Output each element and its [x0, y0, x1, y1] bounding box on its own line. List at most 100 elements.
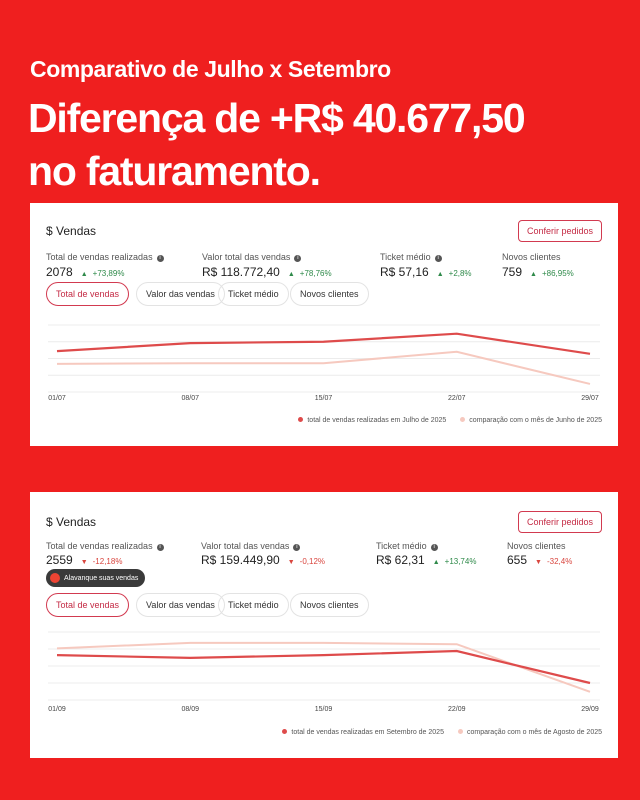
info-icon: i	[430, 544, 438, 551]
headline: no faturamento.	[28, 148, 321, 194]
x-tick-label: 01/07	[48, 395, 66, 402]
metric-number: 759	[502, 265, 523, 279]
series-line	[56, 350, 591, 385]
metric-change: ▼ -0,12%	[288, 557, 325, 566]
legend-dot	[460, 417, 466, 422]
change-text: -32,4%	[546, 557, 573, 566]
legend-dot	[457, 729, 463, 734]
change-text: +73,89%	[92, 269, 125, 278]
badge-icon	[50, 573, 60, 583]
metric-value: 2078 ▲ +73,89%	[46, 265, 124, 279]
info-icon: i	[156, 544, 164, 551]
metric-label-text: Total de vendas realizadas	[46, 541, 153, 551]
metric-value: 655 ▼ -32,4%	[507, 553, 572, 567]
metric-label: Total de vendas realizadas i	[46, 541, 164, 551]
headline: Diferença de +R$ 40.677,50	[28, 95, 526, 141]
series-line	[56, 332, 591, 355]
change-text: +86,95%	[541, 269, 574, 278]
tab[interactable]: Novos clientes	[290, 593, 369, 617]
metric-change: ▲ +73,89%	[81, 269, 125, 278]
metric-label: Valor total das vendas i	[202, 252, 302, 262]
badge: Alavanque suas vendas	[46, 569, 146, 587]
legend: total de vendas realizadas em Julho de 2…	[284, 417, 602, 424]
line-chart: 01/07 08/07 15/07 22/07 29/07	[48, 324, 600, 402]
x-tick-label: 22/07	[448, 395, 466, 402]
change-text: +2,8%	[448, 269, 472, 278]
change-text: -0,12%	[299, 557, 326, 566]
tab[interactable]: Ticket médio	[218, 282, 289, 306]
x-tick-label: 08/07	[181, 395, 199, 402]
trend-arrow: ▲	[80, 271, 88, 278]
metric-label: Valor total das vendas i	[201, 541, 301, 551]
x-tick-label: 15/09	[315, 706, 333, 713]
info-icon: i	[434, 255, 442, 262]
metric-number: R$ 159.449,90	[201, 553, 280, 567]
legend-label: comparação com o mês de Junho de 2025	[469, 417, 602, 424]
subtitle: Comparativo de Julho x Setembro	[30, 56, 391, 82]
orders-button[interactable]: Conferir pedidos	[517, 511, 602, 533]
x-tick-label: 15/07	[315, 395, 333, 402]
metric-value: R$ 159.449,90 ▼ -0,12%	[201, 553, 325, 567]
metric-label: Ticket médio i	[380, 252, 442, 262]
x-tick-label: 01/09	[48, 706, 66, 713]
metric-label-text: Total de vendas realizadas	[46, 252, 153, 262]
tab[interactable]: Total de vendas	[46, 282, 130, 306]
metric-label-text: Ticket médio	[380, 252, 431, 262]
series-line	[56, 649, 591, 685]
metric-label: Novos clientes	[507, 541, 566, 551]
metric-change: ▲ +2,8%	[437, 269, 472, 278]
change-text: +13,74%	[444, 557, 477, 566]
metric-label: Total de vendas realizadas i	[46, 252, 164, 262]
metric-value: R$ 62,31 ▲ +13,74%	[376, 553, 476, 567]
metric-change: ▼ -32,4%	[535, 557, 572, 566]
trend-arrow: ▲	[530, 271, 537, 278]
metric-number: R$ 118.772,40	[202, 265, 280, 279]
x-tick-label: 08/09	[181, 706, 199, 713]
badge-text: Alavanque suas vendas	[64, 574, 139, 582]
metric-label-text: Ticket médio	[376, 541, 427, 551]
x-tick-label: 22/09	[448, 706, 466, 713]
metric-label: Ticket médio i	[376, 541, 438, 551]
metric-label-text: Novos clientes	[502, 252, 561, 262]
metric-value: 759 ▲ +86,95%	[502, 265, 574, 279]
metric-number: R$ 62,31	[376, 553, 425, 567]
metric-label: Novos clientes	[502, 252, 561, 262]
metric-label-text: Valor total das vendas	[202, 252, 291, 262]
metric-change: ▲ +78,76%	[288, 269, 332, 278]
legend-dot	[298, 417, 304, 422]
metric-value: R$ 118.772,40 ▲ +78,76%	[202, 265, 332, 279]
trend-arrow: ▼	[535, 559, 542, 566]
tab[interactable]: Ticket médio	[218, 593, 289, 617]
x-tick-label: 29/07	[581, 395, 599, 402]
series-line	[56, 641, 591, 693]
metric-label-text: Novos clientes	[507, 541, 566, 551]
metric-number: 2559	[46, 553, 73, 567]
metric-change: ▲ +13,74%	[433, 557, 477, 566]
metric-number: 655	[507, 553, 528, 567]
orders-button[interactable]: Conferir pedidos	[517, 220, 602, 242]
legend-dot	[282, 729, 288, 734]
change-text: -12,18%	[92, 557, 123, 566]
legend: total de vendas realizadas em Setembro d…	[268, 729, 602, 736]
legend-label: comparação com o mês de Agosto de 2025	[466, 729, 602, 736]
metric-change: ▼ -12,18%	[81, 557, 123, 566]
legend-label: total de vendas realizadas em Setembro d…	[291, 729, 444, 736]
legend-label: total de vendas realizadas em Julho de 2…	[307, 417, 447, 424]
metric-value: R$ 57,16 ▲ +2,8%	[380, 265, 472, 279]
metric-change: ▲ +86,95%	[530, 269, 574, 278]
change-text: +78,76%	[299, 269, 332, 278]
metric-label-text: Valor total das vendas	[201, 541, 290, 551]
trend-arrow: ▼	[80, 559, 88, 566]
metric-value: 2559 ▼ -12,18%	[46, 553, 122, 567]
trend-arrow: ▲	[287, 271, 295, 278]
trend-arrow: ▼	[287, 559, 295, 566]
tab[interactable]: Total de vendas	[46, 593, 130, 617]
card-title: $ Vendas	[46, 515, 97, 529]
tab[interactable]: Valor das vendas	[136, 282, 225, 306]
trend-arrow: ▲	[432, 559, 440, 566]
tab[interactable]: Novos clientes	[290, 282, 369, 306]
info-icon: i	[293, 544, 301, 551]
metric-number: R$ 57,16	[380, 265, 429, 279]
tab[interactable]: Valor das vendas	[136, 593, 225, 617]
